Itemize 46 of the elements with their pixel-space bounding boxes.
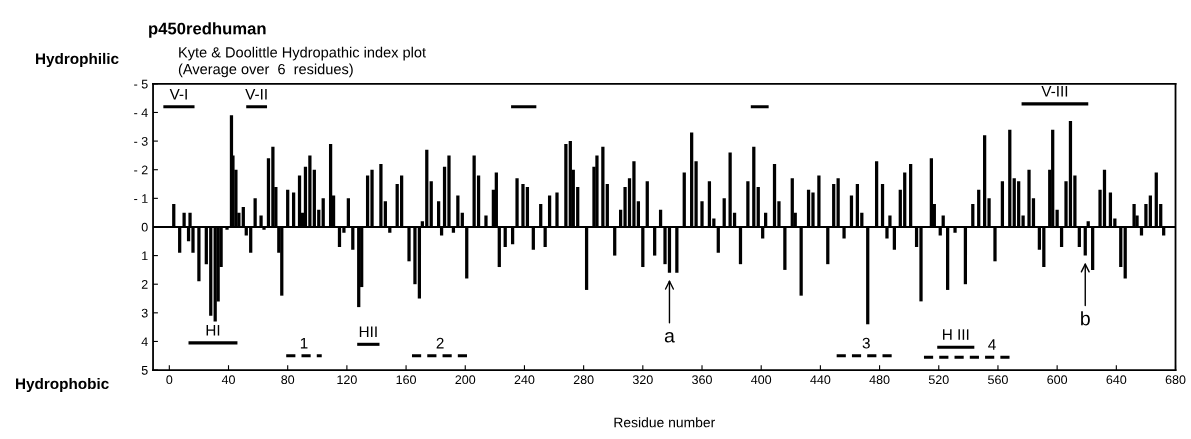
series-label: V-II (245, 88, 267, 100)
y-tick-label: - 3 (134, 136, 148, 146)
x-axis-title: Residue number (614, 417, 716, 428)
y-tick-label: - 1 (134, 194, 148, 203)
x-tick-label: 120 (337, 375, 357, 385)
x-tick-label: 640 (1106, 375, 1127, 385)
y-tick-label: 3 (141, 308, 148, 318)
y-tick-label: 4 (141, 337, 148, 346)
x-tick-label: 80 (281, 375, 295, 385)
x-tick-label: 320 (632, 375, 653, 385)
annotation: a (664, 331, 675, 343)
series-label: HI (206, 325, 220, 336)
x-tick-label: 680 (1165, 375, 1186, 385)
series-label: 3 (862, 337, 870, 349)
x-tick-label: 560 (988, 375, 1008, 385)
chart-title: p450redhuman (149, 22, 266, 38)
x-tick-label: 160 (396, 375, 417, 385)
series-label: 2 (436, 337, 444, 349)
chart-subtitle: Kyte & Doolittle Hydropathic index plot (Average over 6 residues) (178, 46, 426, 78)
x-tick-label: 240 (514, 375, 535, 385)
series-label: H III (943, 329, 969, 340)
legend-label: V-I (169, 88, 187, 100)
text: Hydrophobic (16, 377, 109, 393)
x-tick-label: 400 (751, 375, 772, 385)
series-label: HII (359, 326, 377, 337)
y-tick-label: 5 (141, 366, 148, 375)
series-label: V-III (1041, 86, 1068, 97)
x-tick-label: 440 (810, 375, 831, 385)
x-tick-label: 360 (692, 375, 712, 385)
annotation: b (1081, 311, 1090, 326)
x-tick-label: 0 (166, 375, 173, 385)
x-tick-label: 40 (221, 375, 235, 385)
x-tick-label: 280 (573, 375, 594, 385)
series-label: 4 (988, 339, 996, 350)
y-tick-label: 0 (141, 222, 148, 232)
series-label: 1 (300, 337, 308, 349)
y-tick-label: - 5 (134, 79, 148, 89)
x-tick-label: 600 (1047, 375, 1068, 385)
y-tick-label: - 2 (134, 165, 148, 175)
y-tick-label: 1 (142, 251, 148, 261)
x-tick-label: 200 (455, 375, 476, 385)
y-tick-label: - 4 (134, 108, 148, 117)
x-tick-label: 520 (928, 375, 949, 385)
y-tick-label: 2 (141, 280, 148, 289)
text: Hydrophilic (36, 52, 119, 68)
x-tick-label: 480 (869, 375, 890, 385)
